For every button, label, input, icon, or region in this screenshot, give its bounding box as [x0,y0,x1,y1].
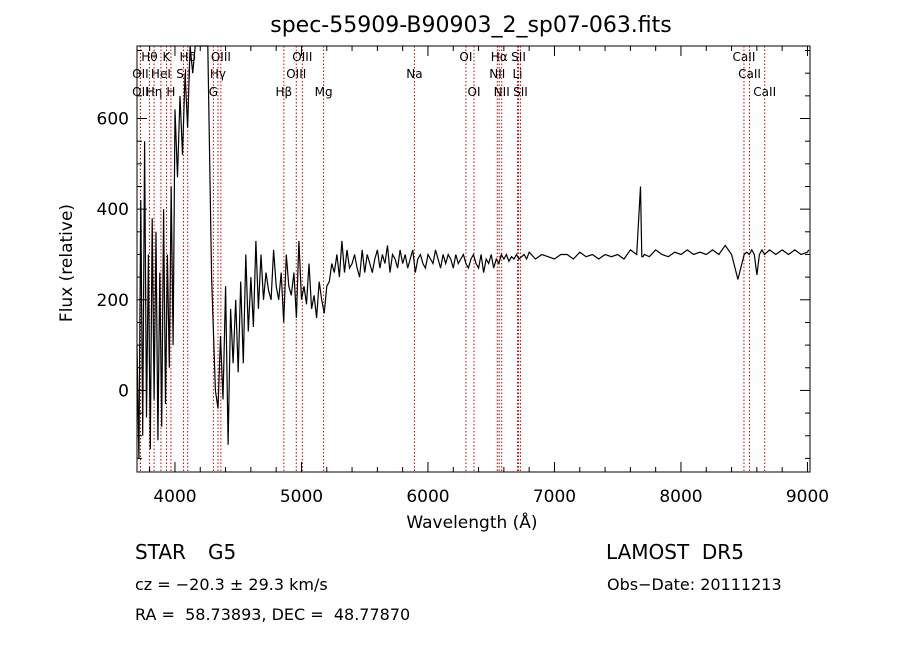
line-label: Hγ [210,67,226,81]
obs-date: Obs−Date: 20111213 [607,575,782,594]
line-label: SII [511,50,526,64]
line-label: OII [132,85,149,99]
line-label: Hβ [276,85,293,99]
line-label: K [163,50,172,64]
line-label: SII [176,67,191,81]
object-class: STAR [135,540,186,564]
y-tick-label: 400 [97,200,129,220]
spectrum-line [136,45,810,459]
line-label: OII [132,67,149,81]
survey-label: LAMOST DR5 [606,540,744,564]
line-label: NII [489,67,505,81]
line-markers [139,46,766,472]
line-label: SII [513,85,528,99]
line-label: Li [513,67,523,81]
line-label: OIII [292,50,312,64]
line-label: OIII [286,67,306,81]
redshift-text: cz = −20.3 ± 29.3 km/s [135,575,328,594]
x-tick-label: 9000 [786,487,829,507]
line-label: Na [406,67,422,81]
x-tick-label: 8000 [659,487,702,507]
line-label: CaII [738,67,761,81]
line-label: CaII [753,85,776,99]
y-tick-label: 600 [97,110,129,130]
axis-ticks: 4000 5000 6000 7000 8000 9000 0 200 400 600 [97,46,829,507]
y-tick-label: 0 [118,381,129,401]
x-tick-label: 4000 [153,487,196,507]
line-label: HeI [151,67,171,81]
line-label: OI [459,50,472,64]
line-label: NII [494,85,510,99]
x-tick-label: 6000 [406,487,449,507]
coordinates: RA = 58.73893, DEC = 48.77870 [135,605,411,624]
line-label: OI [468,85,481,99]
x-tick-label: 5000 [280,487,323,507]
object-subclass: G5 [208,540,237,564]
y-tick-label: 200 [97,291,129,311]
line-label: Hη [146,85,163,99]
line-label: Hθ [141,50,157,64]
line-label: Mg [315,85,333,99]
line-label: G [209,85,218,99]
x-axis-label: Wavelength (Å) [406,511,537,533]
line-label: H [166,85,175,99]
line-label: OIII [211,50,231,64]
x-tick-label: 7000 [533,487,576,507]
chart-title: spec-55909-B90903_2_sp07-063.fits [270,13,672,38]
line-label: CaII [733,50,756,64]
plot-frame [136,45,811,473]
y-axis-label: Flux (relative) [57,204,77,322]
line-label: Hα [491,50,508,64]
